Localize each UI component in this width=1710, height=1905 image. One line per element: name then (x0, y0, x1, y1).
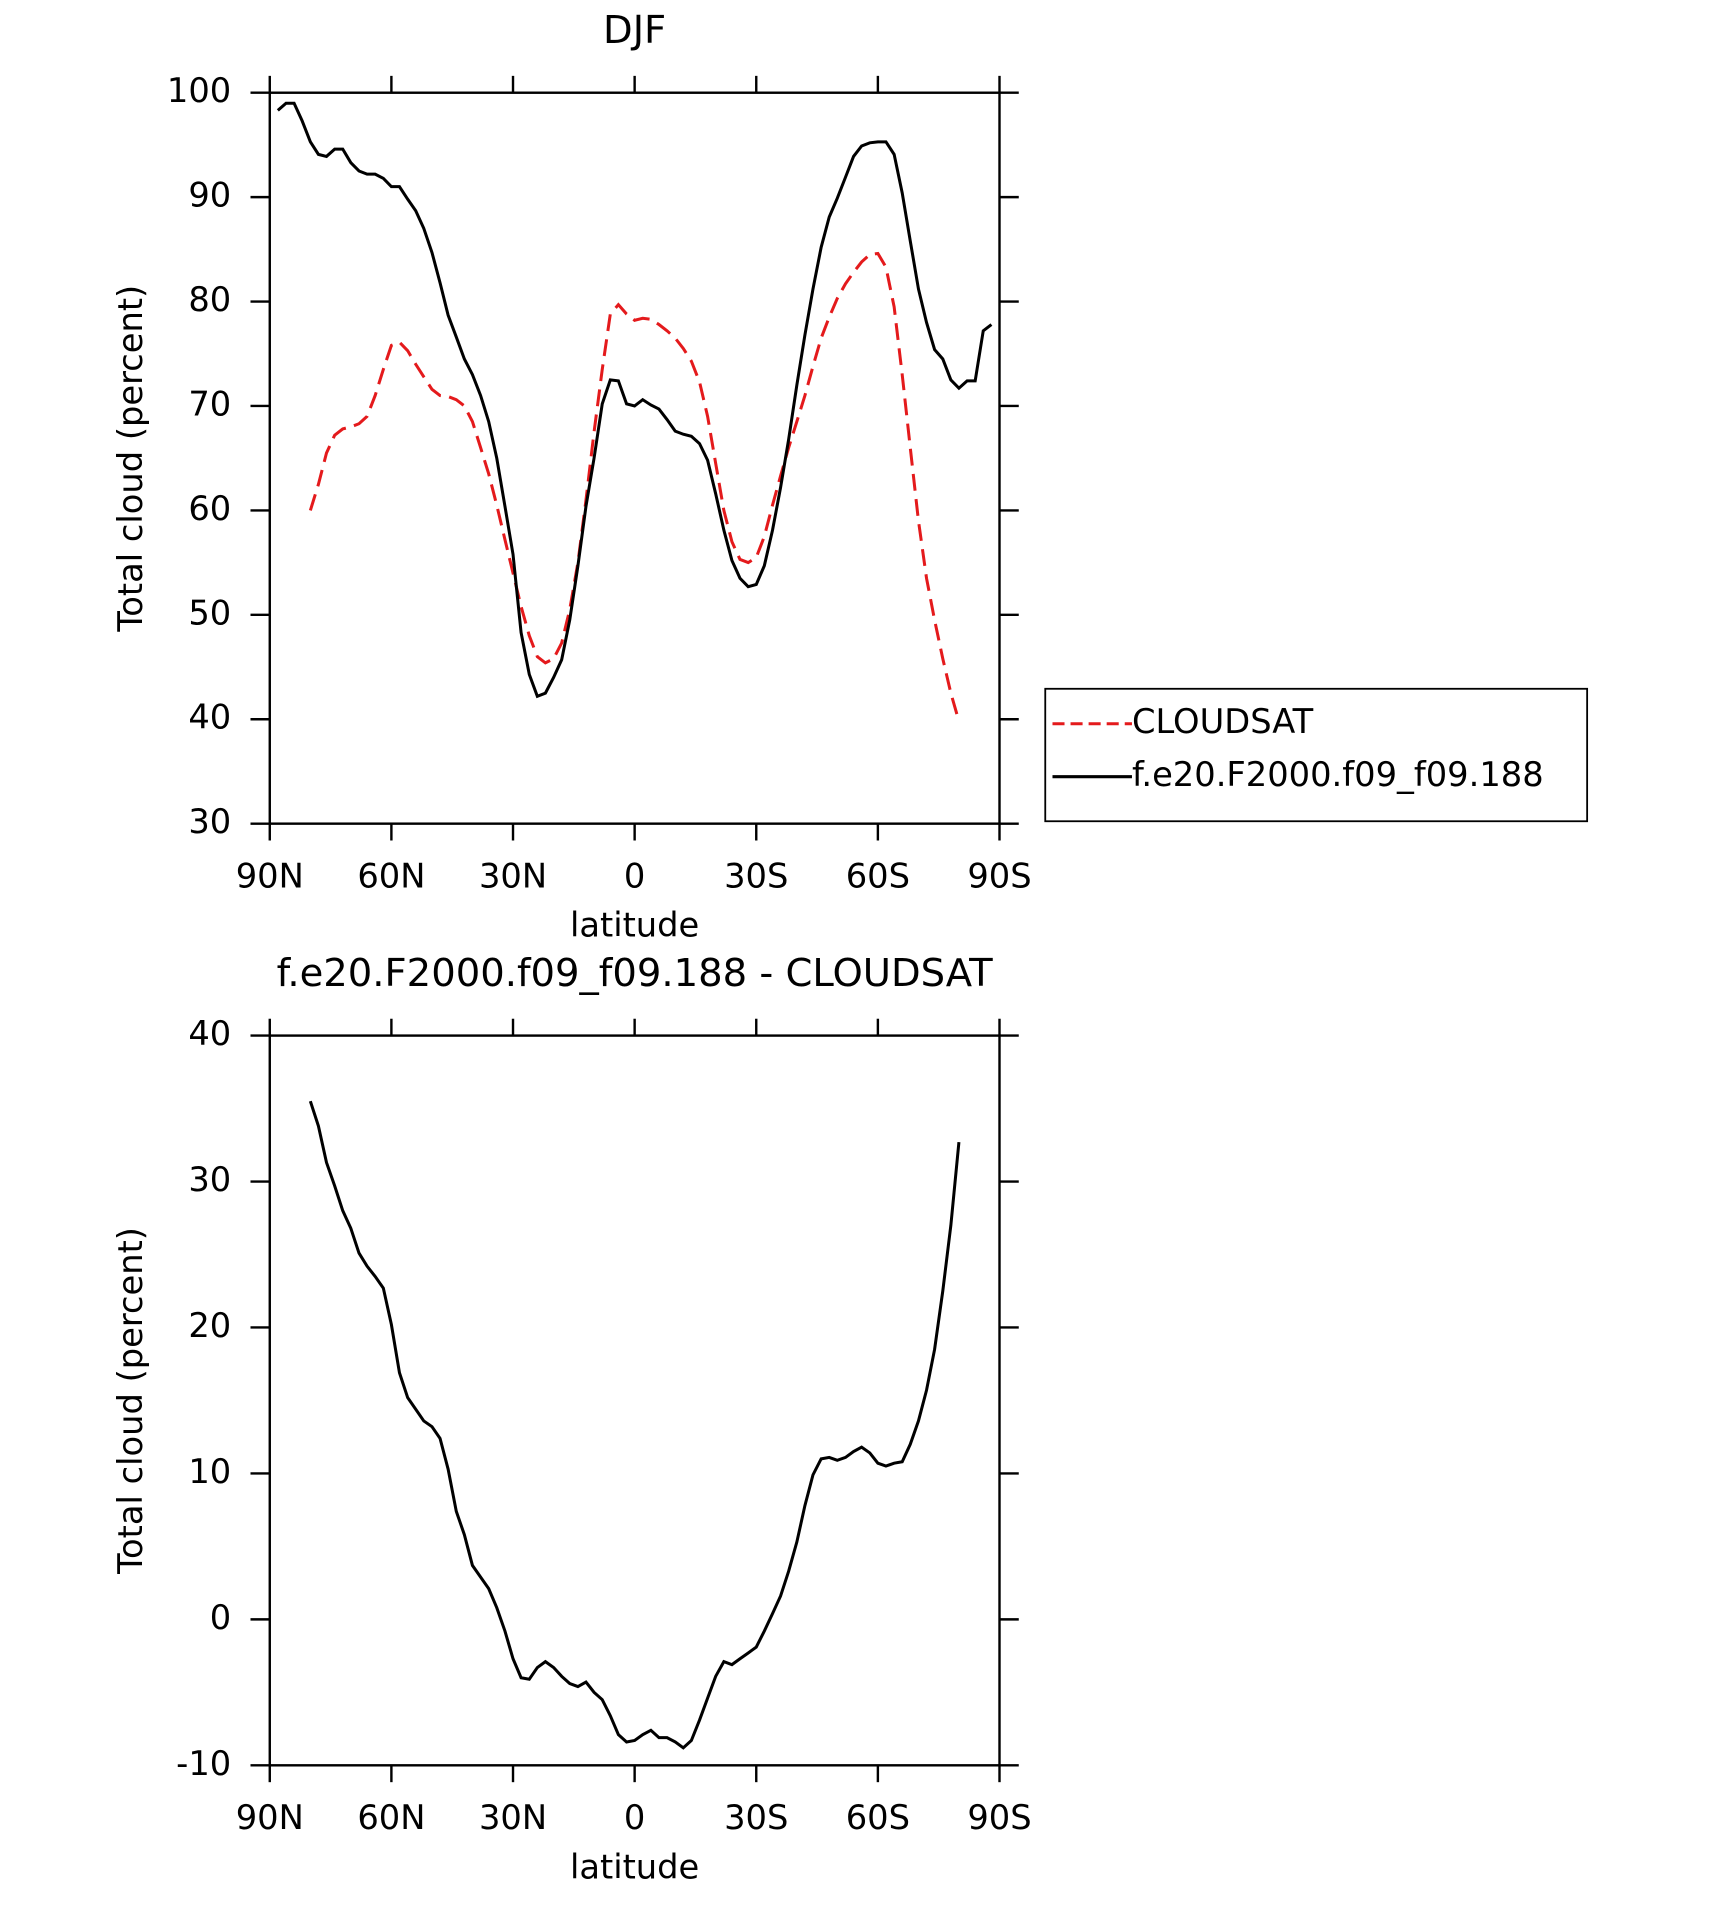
y-tick-label: -10 (176, 1744, 231, 1783)
y-tick-label: 30 (188, 1160, 231, 1199)
y-axis-label: Total cloud (percent) (111, 285, 150, 633)
y-tick-label: 0 (210, 1598, 231, 1637)
x-tick-label: 30N (479, 856, 547, 895)
legend-label: f.e20.F2000.f09_f09.188 (1132, 755, 1544, 794)
y-tick-label: 10 (188, 1452, 231, 1491)
x-tick-label: 90S (967, 856, 1031, 895)
plot-frame (268, 1034, 1001, 1767)
y-tick-label: 70 (188, 384, 231, 423)
y-tick-label: 80 (188, 280, 231, 319)
y-tick-label: 40 (188, 698, 231, 737)
x-axis-label: latitude (570, 1847, 699, 1886)
x-tick-label: 60N (357, 856, 425, 895)
y-tick-label: 40 (188, 1014, 231, 1053)
plot-frame (268, 91, 1001, 825)
x-tick-label: 90N (236, 1798, 304, 1837)
y-tick-label: 50 (188, 593, 231, 632)
y-tick-label: 20 (188, 1306, 231, 1345)
y-tick-label: 60 (188, 489, 231, 528)
x-tick-label: 60S (846, 1798, 910, 1837)
legend-label: CLOUDSAT (1132, 702, 1314, 741)
x-tick-label: 60N (357, 1798, 425, 1837)
x-tick-label: 30S (724, 856, 788, 895)
x-tick-label: 30N (479, 1798, 547, 1837)
x-tick-label: 0 (624, 1798, 645, 1837)
data-line (308, 251, 961, 722)
y-axis-label: Total cloud (percent) (111, 1227, 150, 1575)
legend-box (1044, 687, 1589, 823)
x-axis-label: latitude (570, 906, 699, 945)
chart-title: DJF (603, 8, 666, 53)
chart-title: f.e20.F2000.f09_f09.188 - CLOUDSAT (277, 951, 994, 996)
data-line (308, 1100, 961, 1750)
x-tick-label: 90N (236, 856, 304, 895)
y-tick-label: 30 (188, 802, 231, 841)
y-tick-label: 90 (188, 176, 231, 215)
x-tick-label: 0 (624, 856, 645, 895)
y-tick-label: 100 (167, 71, 231, 110)
x-tick-label: 90S (967, 1798, 1031, 1837)
x-tick-label: 30S (724, 1798, 788, 1837)
x-tick-label: 60S (846, 856, 910, 895)
data-line (276, 101, 993, 699)
